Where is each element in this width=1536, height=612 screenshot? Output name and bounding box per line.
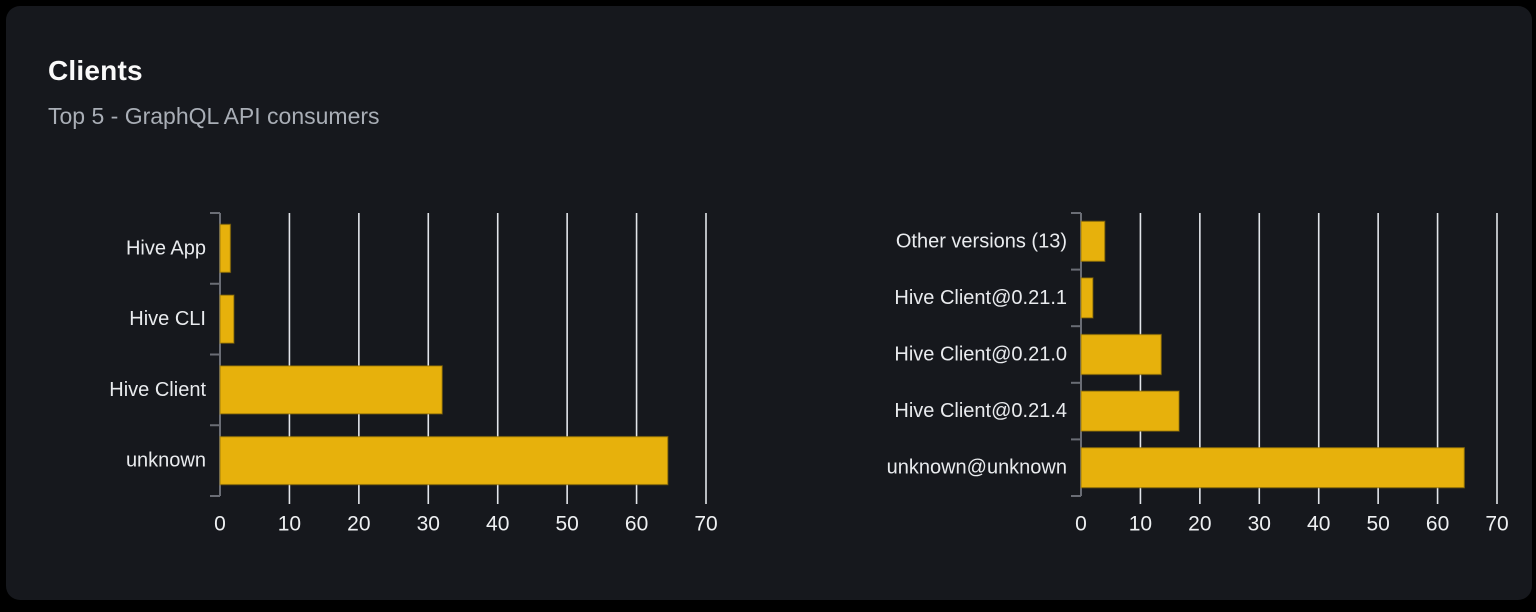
bar <box>219 294 235 344</box>
category-label: unknown@unknown <box>887 457 1067 479</box>
bar <box>219 223 232 274</box>
clients-by-version-bar-chart: Other versions (13) Hive Client@0.21.1 Hiv… <box>887 212 1509 536</box>
bar <box>1080 390 1180 432</box>
bar <box>1080 333 1162 376</box>
category-label: Hive Client@0.21.4 <box>894 400 1067 422</box>
x-tick-label: 70 <box>1485 513 1508 536</box>
bar <box>1080 220 1106 262</box>
x-tick-label: 60 <box>1426 513 1449 536</box>
category-label: Hive App <box>126 237 206 259</box>
category-label: Hive Client@0.21.0 <box>894 344 1067 366</box>
x-tick-label: 30 <box>1248 513 1271 536</box>
clients-by-name-bar-chart: Hive App Hive CLI Hive Client unknown 0 10 20 3… <box>109 212 718 536</box>
x-tick-label: 10 <box>278 513 301 536</box>
card-title: Clients <box>48 55 143 86</box>
category-label: Other versions (13) <box>896 230 1067 252</box>
bar <box>1080 277 1094 319</box>
x-tick-label: 0 <box>1075 513 1087 536</box>
x-tick-label: 40 <box>486 513 509 536</box>
category-label: unknown <box>126 450 206 472</box>
x-tick-label: 0 <box>214 513 226 536</box>
bar <box>1080 447 1466 489</box>
category-label: Hive Client@0.21.1 <box>894 287 1067 309</box>
x-tick-label: 20 <box>347 513 370 536</box>
x-tick-label: 60 <box>625 513 648 536</box>
card-subtitle: Top 5 - GraphQL API consumers <box>48 103 380 129</box>
x-tick-label: 50 <box>555 513 578 536</box>
x-tick-label: 50 <box>1366 513 1389 536</box>
clients-card: Clients Top 5 - GraphQL API consumers Hi… <box>6 6 1532 600</box>
x-tick-label: 40 <box>1307 513 1330 536</box>
bar <box>219 365 443 415</box>
category-label: Hive CLI <box>129 308 206 330</box>
bar <box>219 435 669 486</box>
category-label: Hive Client <box>109 379 206 401</box>
x-tick-label: 10 <box>1129 513 1152 536</box>
x-tick-label: 20 <box>1188 513 1211 536</box>
x-tick-label: 70 <box>694 513 717 536</box>
x-tick-label: 30 <box>417 513 440 536</box>
